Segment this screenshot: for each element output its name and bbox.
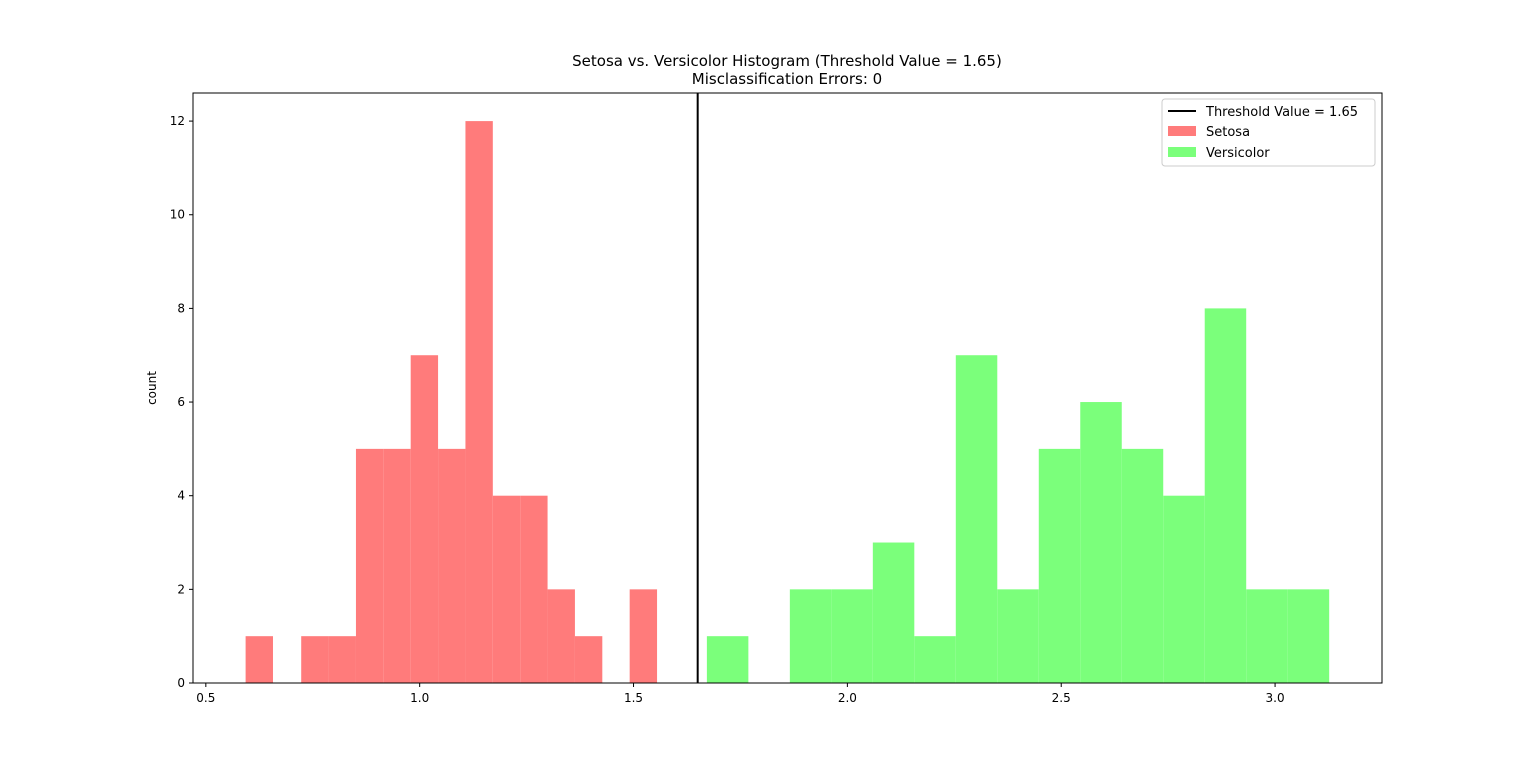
versicolor-bar-4: [914, 636, 956, 683]
versicolor-bar-10: [1163, 495, 1205, 683]
setosa-bar-9: [520, 495, 548, 683]
y-tick-label: 0: [177, 676, 185, 690]
plot-frame: [192, 92, 1383, 684]
versicolor-bar-8: [1080, 402, 1122, 683]
y-tick-label: 2: [177, 582, 185, 596]
versicolor-bar-9: [1121, 448, 1164, 683]
setosa-bar-0: [245, 636, 273, 683]
legend-frame: [1161, 98, 1376, 167]
legend-versicolor-label: Versicolor: [1206, 146, 1270, 161]
versicolor-bar-0: [706, 636, 749, 683]
legend-setosa-swatch: [1168, 126, 1196, 136]
y-axis-label: count: [145, 371, 159, 405]
x-axis: 0.5 1.0 1.5 2.0 2.5 3.0: [196, 683, 1285, 705]
setosa-bar-5: [410, 355, 439, 683]
x-tick-label: 1.5: [624, 691, 643, 705]
legend-setosa-label: Setosa: [1206, 125, 1250, 140]
y-tick-label: 10: [170, 208, 185, 222]
bars-group: [245, 121, 1330, 684]
x-tick-label: 3.0: [1266, 691, 1285, 705]
versicolor-bar-5: [955, 355, 998, 683]
versicolor-bar-12: [1246, 589, 1288, 683]
setosa-bar-7: [465, 121, 493, 684]
versicolor-bar-7: [1038, 448, 1081, 683]
legend-versicolor-swatch: [1168, 147, 1196, 157]
versicolor-bar-1: [789, 589, 832, 683]
y-tick-label: 12: [170, 114, 185, 128]
setosa-bar-11: [574, 636, 603, 683]
setosa-bar-10: [547, 589, 575, 683]
versicolor-bar-2: [831, 589, 873, 683]
x-tick-label: 2.0: [838, 691, 857, 705]
setosa-bar-8: [492, 495, 521, 683]
setosa-bar-2: [328, 636, 356, 683]
setosa-bar-1: [301, 636, 329, 683]
y-tick-label: 8: [177, 301, 185, 315]
chart-subtitle: Misclassification Errors: 0: [692, 70, 882, 88]
versicolor-bar-6: [997, 589, 1039, 683]
y-axis: 0 2 4 6 8 10 12: [170, 114, 193, 690]
versicolor-bar-3: [872, 542, 915, 683]
setosa-bar-4: [383, 448, 411, 683]
x-tick-label: 0.5: [196, 691, 215, 705]
setosa-bar-6: [438, 448, 466, 683]
versicolor-bar-13: [1287, 589, 1330, 683]
setosa-bar-3: [355, 448, 384, 683]
y-tick-label: 6: [177, 395, 185, 409]
x-tick-label: 2.5: [1052, 691, 1071, 705]
versicolor-bar-11: [1204, 308, 1247, 683]
setosa-bar-12: [629, 589, 658, 683]
x-tick-label: 1.0: [410, 691, 429, 705]
chart-title: Setosa vs. Versicolor Histogram (Thresho…: [572, 52, 1002, 70]
legend: Threshold Value = 1.65 Setosa Versicolor: [1161, 98, 1376, 167]
y-tick-label: 4: [177, 489, 185, 503]
legend-threshold-label: Threshold Value = 1.65: [1205, 105, 1358, 120]
